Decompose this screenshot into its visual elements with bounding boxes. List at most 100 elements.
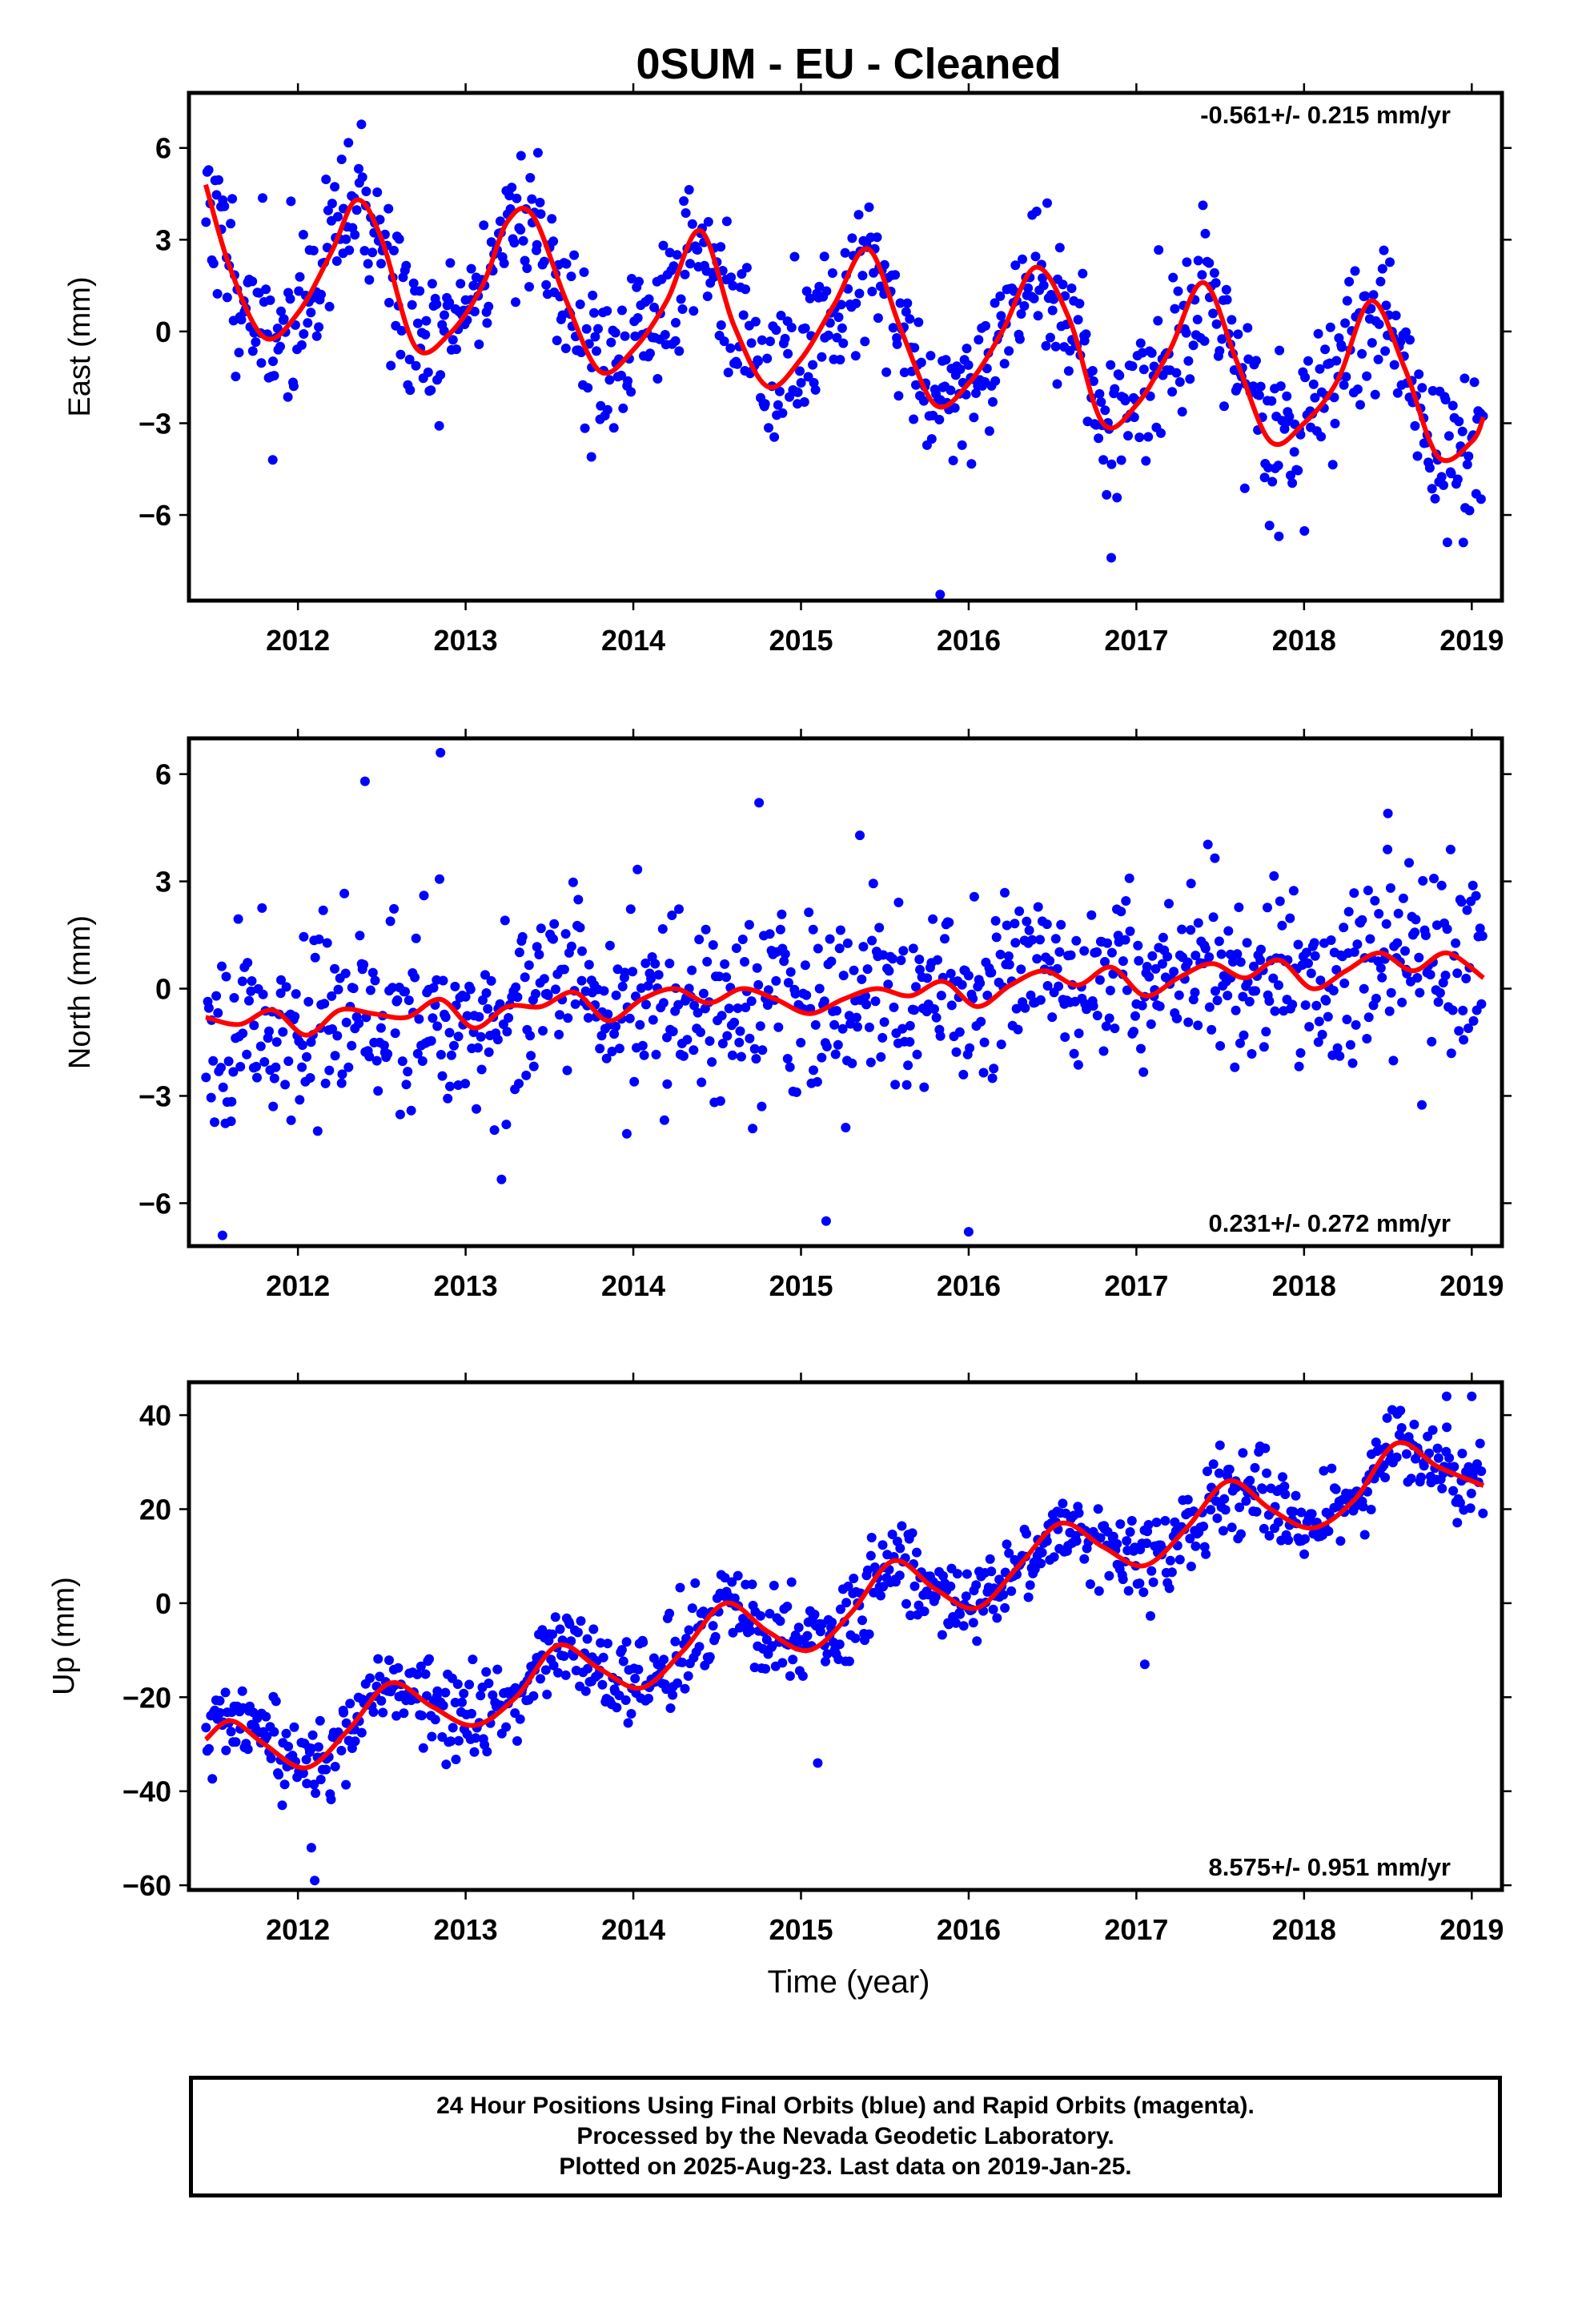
data-point <box>690 1578 701 1588</box>
data-point <box>669 261 679 271</box>
data-point <box>1145 391 1155 401</box>
data-point <box>837 1023 848 1034</box>
data-point <box>537 1625 548 1635</box>
data-point <box>1340 318 1351 328</box>
data-point <box>520 972 530 983</box>
data-point <box>1439 480 1448 490</box>
data-point <box>969 412 979 423</box>
data-point <box>1251 356 1261 366</box>
data-point <box>1269 870 1279 881</box>
data-point <box>350 230 360 240</box>
data-point <box>791 1087 801 1097</box>
data-point <box>632 864 643 875</box>
data-point <box>1073 315 1083 325</box>
data-point <box>895 1543 905 1554</box>
data-point <box>1377 972 1387 983</box>
data-point <box>1452 1518 1463 1528</box>
data-point <box>387 983 398 993</box>
data-point <box>315 1715 325 1726</box>
data-point <box>457 1697 467 1707</box>
velocity-annotation-up: 8.575+/- 0.951 mm/yr <box>1209 1853 1451 1881</box>
data-point <box>397 1056 408 1067</box>
data-point <box>878 1582 889 1592</box>
data-point <box>389 903 400 914</box>
data-point <box>453 1031 464 1042</box>
data-point <box>1454 416 1464 427</box>
data-point <box>283 1056 294 1067</box>
data-point <box>440 1012 451 1023</box>
data-point <box>1041 340 1051 351</box>
footer-caption-box: 24 Hour Positions Using Final Orbits (bl… <box>189 2076 1502 2197</box>
data-point <box>1420 931 1431 940</box>
data-point <box>203 165 214 175</box>
data-point <box>991 932 1002 943</box>
x-tick-label: 2017 <box>1104 624 1168 657</box>
data-point <box>1306 968 1316 979</box>
data-point <box>1300 372 1311 383</box>
data-point <box>471 1733 481 1743</box>
data-point <box>555 1624 565 1634</box>
data-point <box>926 434 937 444</box>
data-point <box>673 1678 683 1688</box>
data-point <box>1398 893 1408 903</box>
data-point <box>962 344 972 354</box>
data-point <box>291 989 301 999</box>
data-point <box>314 322 324 332</box>
data-point <box>1414 369 1424 380</box>
data-point <box>908 943 918 954</box>
data-point <box>1214 1468 1224 1478</box>
data-point <box>308 245 319 255</box>
data-point <box>1432 1443 1443 1454</box>
data-point <box>1383 808 1393 818</box>
data-point <box>310 952 320 963</box>
x-tick-label: 2016 <box>937 1913 1001 1946</box>
data-point <box>279 314 289 324</box>
data-point <box>444 297 455 308</box>
data-point <box>1264 996 1275 1006</box>
data-point <box>888 954 897 964</box>
data-point <box>582 1634 592 1644</box>
data-point <box>1362 371 1372 381</box>
data-point <box>481 988 492 998</box>
data-point <box>1110 384 1120 394</box>
data-point <box>1112 493 1122 503</box>
data-point <box>404 995 414 1006</box>
data-point <box>465 984 476 995</box>
data-point <box>1069 1048 1079 1059</box>
data-point <box>1079 946 1090 956</box>
data-point <box>658 998 669 1008</box>
data-point <box>810 1019 821 1030</box>
data-point <box>821 1041 832 1051</box>
data-point <box>995 291 1006 301</box>
data-point <box>418 1743 428 1753</box>
data-point <box>411 360 421 371</box>
data-point <box>235 1062 246 1072</box>
data-point <box>1078 268 1088 279</box>
data-point <box>1291 1490 1301 1501</box>
data-point <box>905 314 915 324</box>
footer-line-1: 24 Hour Positions Using Final Orbits (bl… <box>436 2093 1255 2119</box>
data-point <box>864 1022 874 1032</box>
data-point <box>1435 987 1445 998</box>
data-point <box>204 1743 214 1754</box>
data-point <box>363 259 373 269</box>
data-point <box>1030 251 1041 262</box>
data-point <box>1325 322 1335 332</box>
data-point <box>1221 284 1231 295</box>
data-point <box>1443 431 1454 441</box>
data-point <box>950 403 960 413</box>
data-point <box>777 408 788 418</box>
data-point <box>1134 955 1144 966</box>
data-point <box>752 963 762 973</box>
data-point <box>773 400 783 410</box>
data-point <box>837 323 847 333</box>
data-point <box>1374 909 1384 919</box>
data-point <box>835 1604 845 1614</box>
data-point <box>1476 494 1486 505</box>
data-point <box>1359 1530 1370 1540</box>
data-point <box>1038 273 1048 283</box>
data-point <box>1220 1505 1231 1515</box>
x-tick-label: 2013 <box>434 1269 498 1302</box>
data-point <box>1314 1016 1324 1027</box>
data-point <box>1086 910 1097 920</box>
